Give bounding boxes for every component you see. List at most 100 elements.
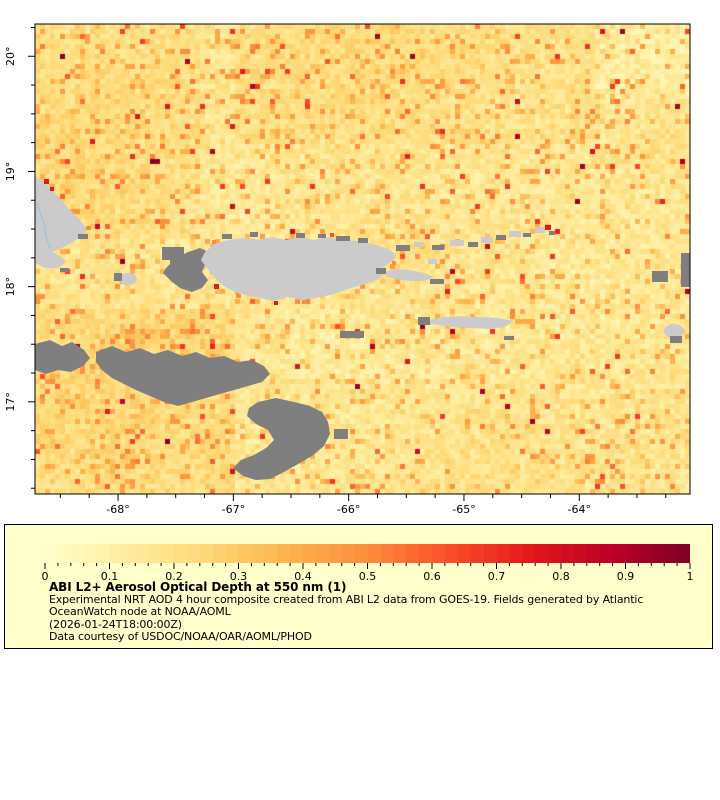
land-culebra (428, 259, 437, 264)
colorbar-segment (199, 544, 213, 563)
cloud-fragment (78, 234, 88, 239)
colorbar-segment (664, 544, 678, 563)
cloud-fringe-north-pr (296, 233, 305, 238)
colorbar-segment (238, 544, 252, 563)
legend-text-block: ABI L2+ Aerosol Optical Depth at 550 nm … (49, 580, 706, 644)
colorbar-segment (509, 544, 523, 563)
y-axis-tick-label: 18° (4, 277, 17, 297)
legend-credit: Data courtesy of USDOC/NOAA/OAR/AOML/PHO… (49, 630, 312, 644)
colorbar-tick-label: 0.3 (230, 570, 248, 583)
colorbar-segment (612, 544, 626, 563)
colorbar-segment (135, 544, 149, 563)
colorbar-segment (380, 544, 394, 563)
colorbar-segment (548, 544, 562, 563)
virgin-islands-speck (396, 245, 410, 251)
cloud-fringe-north-pr (222, 234, 232, 239)
colorbar-segment (522, 544, 536, 563)
virgin-islands-speck (468, 242, 478, 247)
cloud-fringe-north-pr (358, 238, 368, 243)
cloud-fragment (340, 331, 364, 338)
colorbar-tick-label: 0.5 (359, 570, 377, 583)
legend-description-line: Experimental NRT AOD 4 hour composite cr… (49, 593, 644, 606)
coast-accent (545, 225, 551, 230)
x-axis-tick-label: -65° (452, 503, 475, 516)
cloud-fringe-north-pr (336, 236, 350, 241)
colorbar-segment (483, 544, 497, 563)
colorbar-segment (496, 544, 510, 563)
cloud-fringe-north-pr (250, 232, 258, 237)
coast-accent (44, 179, 49, 184)
y-axis-tick-label: 17° (4, 392, 17, 412)
colorbar-segment (535, 544, 549, 563)
coast-accent (302, 300, 307, 304)
colorbar (45, 544, 691, 563)
colorbar-segment (212, 544, 226, 563)
map-frame (34, 23, 691, 495)
colorbar-segment (57, 544, 71, 563)
virgin-islands-speck (535, 227, 545, 233)
land-mona-island (119, 273, 137, 285)
cloud-fragment (670, 336, 682, 343)
virgin-islands-speck (432, 245, 444, 250)
coast-accent (236, 294, 241, 298)
colorbar-segment (186, 544, 200, 563)
map-overlay: -68° -67° -66° -65° -64° 20° 19° 18° 17° (4, 23, 691, 516)
land-puerto-rico (201, 237, 396, 301)
colorbar-tick-label: 0.8 (552, 570, 570, 583)
colorbar-segment (638, 544, 652, 563)
cloud-fragment (504, 336, 514, 340)
cloud-band-west (35, 340, 90, 374)
colorbar-segment (470, 544, 484, 563)
colorbar-segment (354, 544, 368, 563)
coast-accent (86, 226, 91, 230)
colorbar-tick-label: 0 (42, 570, 49, 583)
land-islet-east (664, 324, 684, 338)
cloud-fragment (162, 247, 184, 260)
cloud-fragment (114, 273, 122, 281)
cloud-fragment (418, 317, 430, 325)
land-vieques (384, 269, 434, 281)
colorbar-segment (328, 544, 342, 563)
virgin-islands-speck (481, 237, 493, 243)
x-axis-tick-label: -64° (568, 503, 591, 516)
colorbar-segment (406, 544, 420, 563)
cloud-fragment (60, 268, 69, 272)
colorbar-segment (96, 544, 110, 563)
colorbar-segment (587, 544, 600, 563)
y-axis-tick-label: 20° (4, 47, 17, 66)
virgin-islands-speck (450, 240, 464, 246)
colorbar-segment (561, 544, 575, 563)
colorbar-segment (341, 544, 355, 563)
virgin-islands-speck (509, 231, 521, 237)
cloud-fragment (334, 429, 348, 439)
colorbar-segment (70, 544, 84, 563)
colorbar-segment (432, 544, 446, 563)
virgin-islands-speck (496, 235, 506, 240)
colorbar-segment (174, 544, 187, 563)
colorbar-tick-label: 0.2 (165, 570, 183, 583)
colorbar-tick-label: 0.1 (101, 570, 119, 583)
cloud-fragment (376, 268, 386, 274)
colorbar-segment (83, 544, 97, 563)
virgin-islands-speck (414, 242, 424, 247)
virgin-islands-speck (549, 231, 555, 235)
colorbar-segment (445, 544, 458, 563)
colorbar-segment (303, 544, 317, 563)
cloud-west-of-puerto-rico (163, 248, 208, 292)
coast-accent (212, 240, 216, 244)
colorbar-segment (393, 544, 407, 563)
cloud-fragment (652, 271, 668, 282)
colorbar-segment (225, 544, 239, 563)
legend-panel: 0 0.1 0.2 0.3 0.4 0.5 0.6 0.7 0.8 0.9 1 ABI L2+ Ae… (4, 524, 713, 649)
coast-accent (214, 284, 219, 289)
colorbar-segment (677, 544, 691, 563)
colorbar-ticks: 0 0.1 0.2 0.3 0.4 0.5 0.6 0.7 0.8 0.9 1 (42, 563, 694, 583)
colorbar-segment (458, 544, 471, 563)
river-hispaniola (36, 201, 51, 249)
coast-accent (392, 261, 396, 265)
colorbar-segment (625, 544, 639, 563)
colorbar-segment (316, 544, 329, 563)
legend-timestamp: (2026-01-24T18:00:00Z) (49, 617, 182, 631)
colorbar-tick-label: 1 (687, 570, 694, 583)
